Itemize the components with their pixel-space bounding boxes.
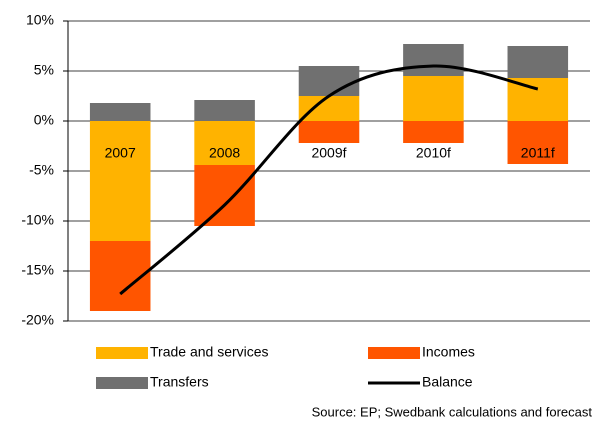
bar-segment [298,66,360,96]
bar-segment [507,46,569,78]
balance-line [119,64,539,296]
bar-segment [89,103,151,121]
category-label: 2008 [209,145,240,161]
legend-label: Trade and services [150,344,269,360]
source-note: Source: EP; Swedbank calculations and fo… [312,404,593,419]
category-label: 2007 [105,145,136,161]
y-tick-label: 5% [34,62,54,78]
bar-segment [298,121,360,143]
bar-segment [403,121,464,143]
legend-swatch [96,377,148,389]
y-tick-label: 0% [34,112,54,128]
category-label: 2009f [311,145,346,161]
y-tick-label: -20% [21,312,54,328]
bar-segment [403,44,464,76]
legend-label: Transfers [150,374,209,390]
legend-label: Incomes [422,344,475,360]
category-label: 2010f [416,145,451,161]
legend-swatch [368,347,420,359]
y-tick-label: 10% [26,12,54,28]
legend-swatch [96,347,148,359]
legend-label: Balance [422,374,473,390]
bar-segment [298,96,360,121]
bar-segment [507,78,569,121]
y-tick-label: -15% [21,262,54,278]
bar-segment [194,165,255,226]
y-tick-label: -5% [29,162,54,178]
bar-segment [89,121,151,241]
bar-segment [194,100,255,121]
category-label: 2011f [521,145,555,161]
y-tick-label: -10% [21,212,54,228]
bar-segment [403,76,464,121]
bar-segment [194,121,255,165]
bar-segment [507,121,569,164]
